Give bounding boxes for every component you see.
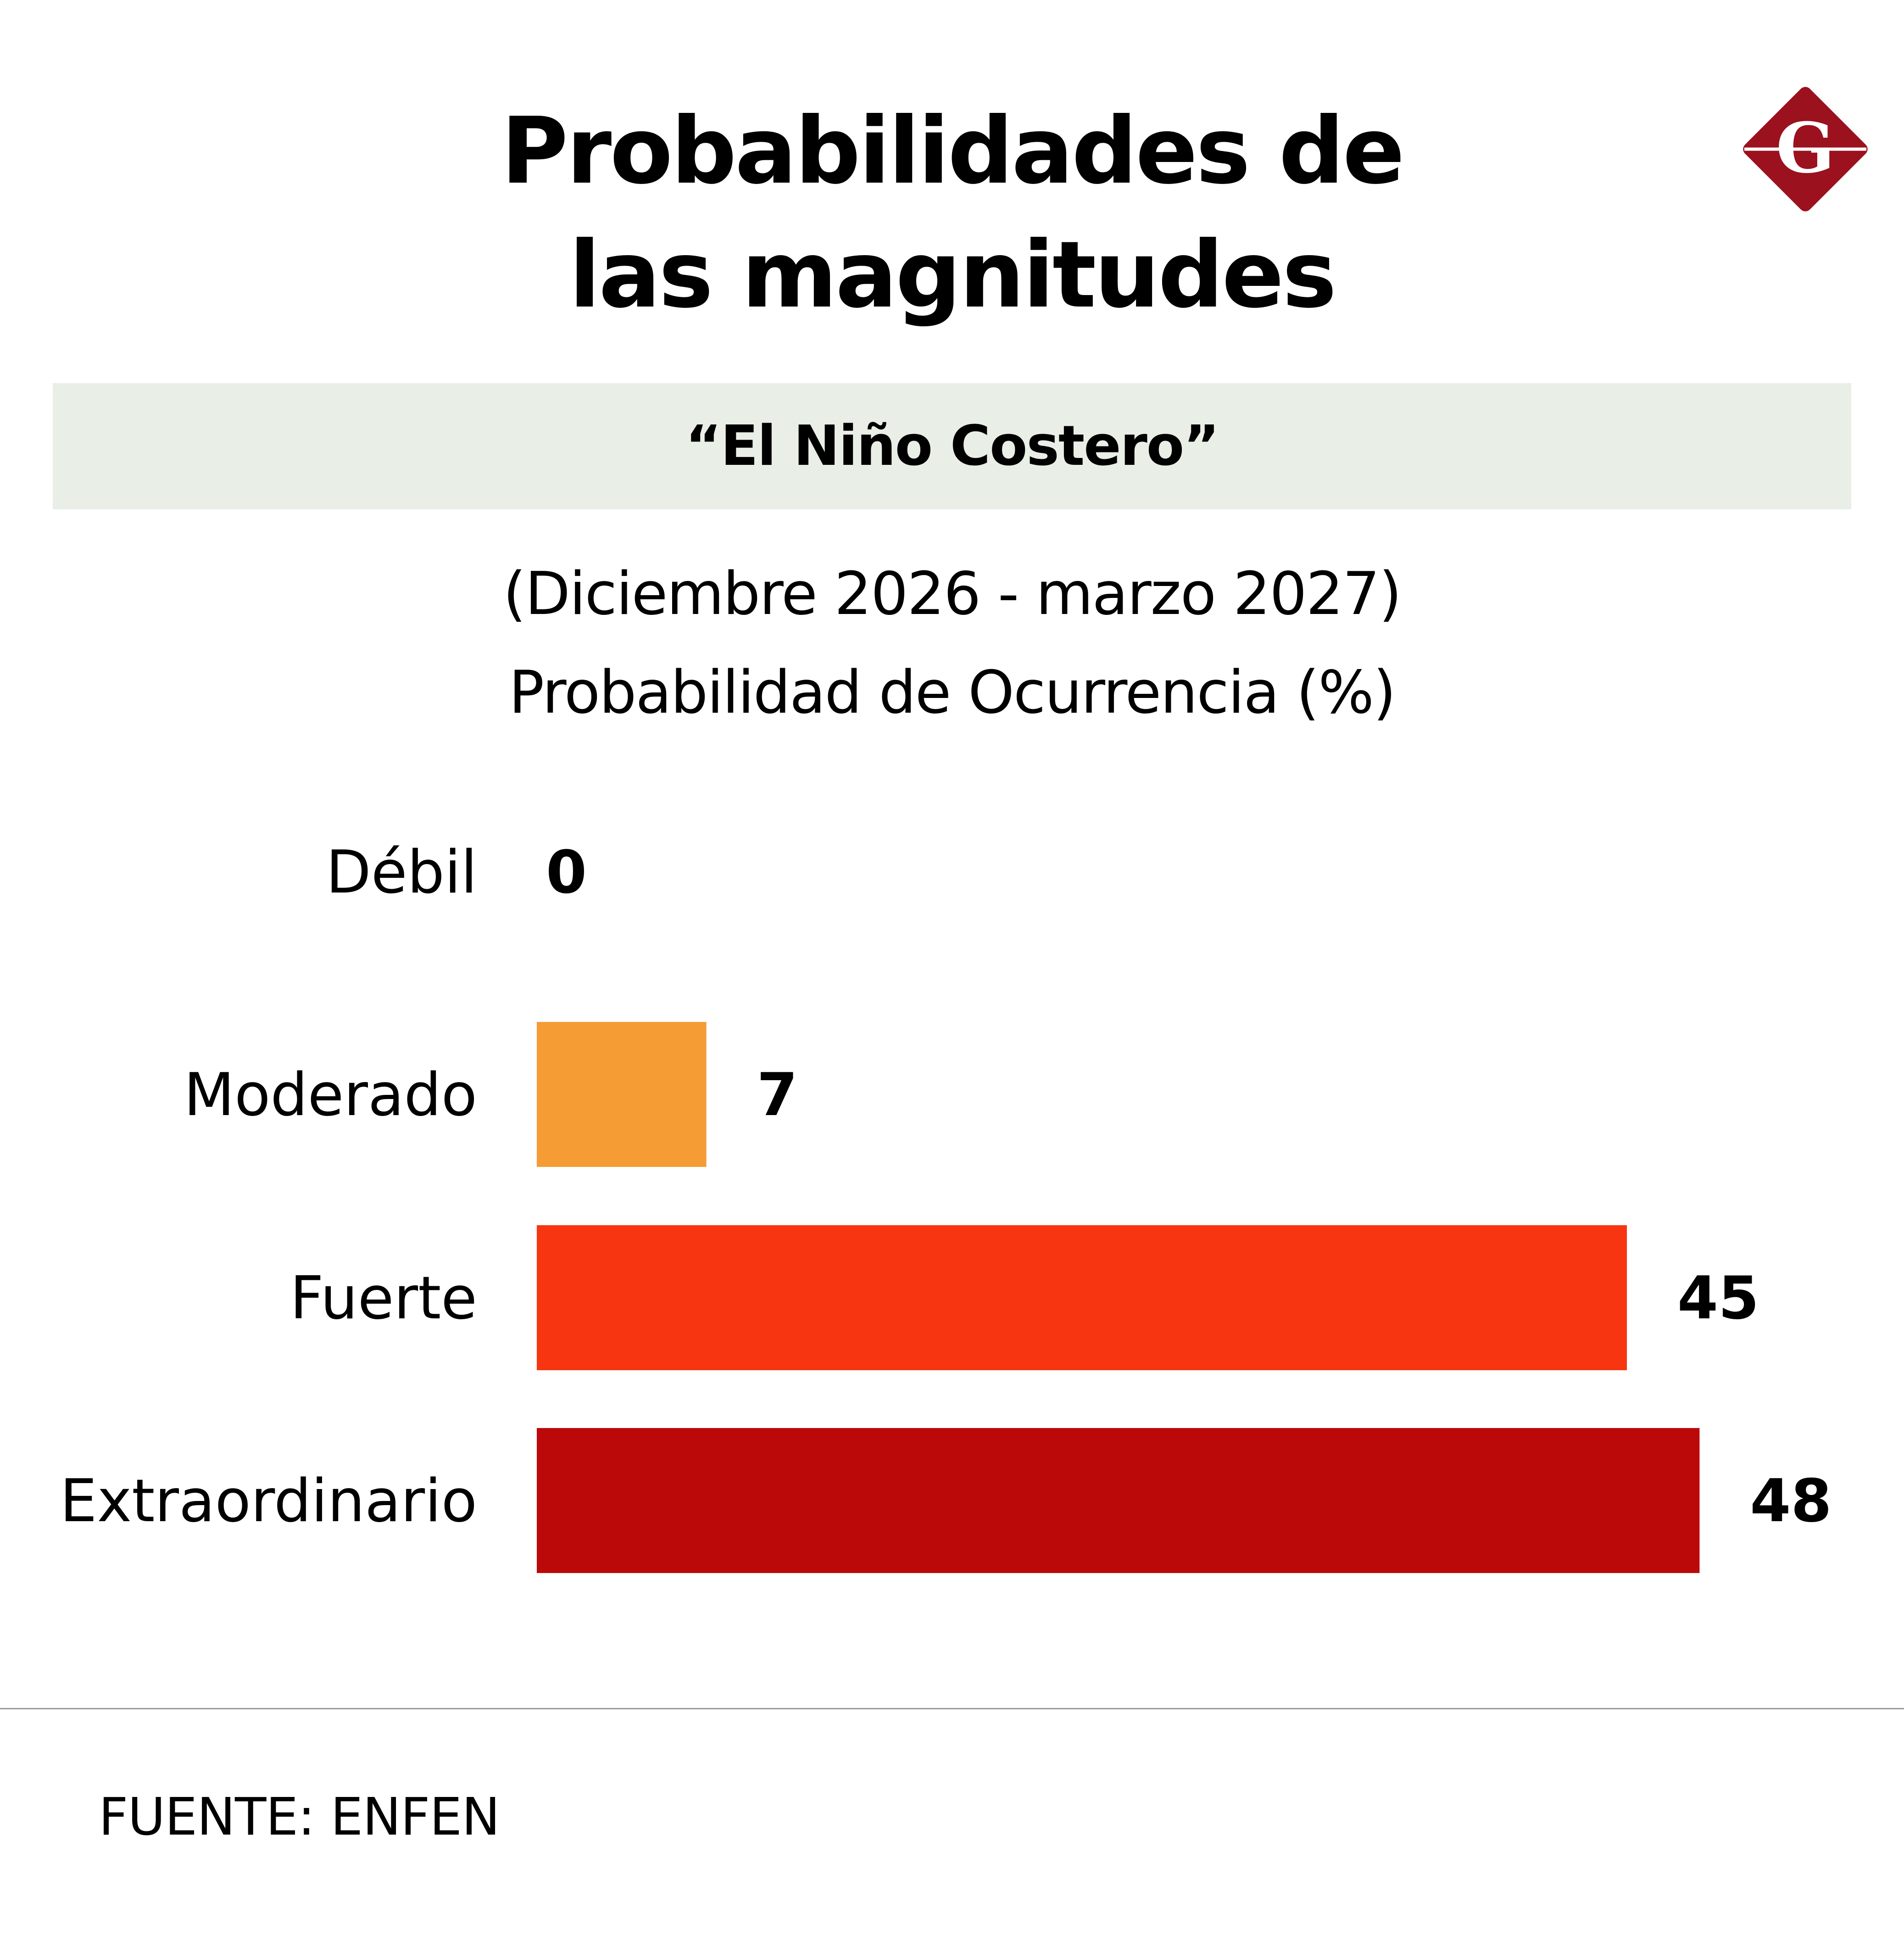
chart-subtitle: “El Niño Costero”	[685, 414, 1219, 478]
footer-divider	[0, 1708, 1904, 1709]
category-label-debil: Débil	[326, 838, 477, 907]
chart-title-line-2: las magnitudes	[569, 222, 1337, 329]
category-label-fuerte: Fuerte	[290, 1264, 477, 1333]
g-diamond-logo-icon: G	[1734, 78, 1876, 220]
measure-label: Probabilidad de Ocurrencia (%)	[509, 658, 1396, 727]
bar-moderado	[537, 1022, 707, 1167]
chart-title: Probabilidades de las magnitudes	[0, 89, 1904, 337]
subtitle-band: “El Niño Costero”	[53, 383, 1851, 509]
value-label-debil: 0	[546, 838, 587, 907]
category-label-moderado: Moderado	[184, 1061, 477, 1129]
bar-extraordinario	[537, 1428, 1700, 1573]
chart-title-line-1: Probabilidades de	[501, 98, 1405, 205]
source-note: FUENTE: ENFEN	[99, 1787, 500, 1847]
value-label-moderado: 7	[757, 1061, 798, 1129]
value-label-extraordinario: 48	[1750, 1467, 1832, 1535]
period-label: (Diciembre 2026 - marzo 2027)	[503, 560, 1402, 628]
bar-fuerte	[537, 1225, 1627, 1370]
value-label-fuerte: 45	[1677, 1264, 1759, 1333]
category-label-extraordinario: Extraordinario	[60, 1467, 477, 1535]
logo-letter: G	[1776, 108, 1835, 189]
